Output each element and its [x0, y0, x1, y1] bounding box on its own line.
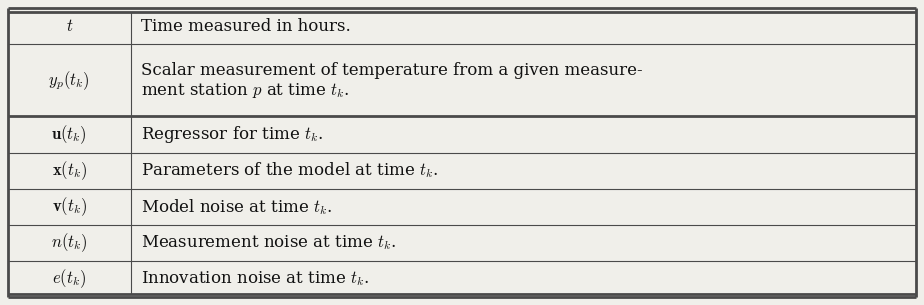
Text: $\mathbf{v}(t_k)$: $\mathbf{v}(t_k)$ [52, 195, 87, 218]
Text: Scalar measurement of temperature from a given measure-: Scalar measurement of temperature from a… [140, 62, 642, 79]
Text: $\mathbf{x}(t_k)$: $\mathbf{x}(t_k)$ [52, 159, 87, 182]
Text: ment station $p$ at time $t_k$.: ment station $p$ at time $t_k$. [140, 81, 349, 99]
Text: $\mathbf{u}(t_k)$: $\mathbf{u}(t_k)$ [52, 123, 87, 146]
Text: $t$: $t$ [66, 18, 73, 34]
Text: Measurement noise at time $t_k$.: Measurement noise at time $t_k$. [140, 233, 396, 252]
Text: Model noise at time $t_k$.: Model noise at time $t_k$. [140, 197, 332, 217]
Text: Innovation noise at time $t_k$.: Innovation noise at time $t_k$. [140, 270, 370, 288]
Text: $n(t_k)$: $n(t_k)$ [51, 231, 88, 254]
Text: Regressor for time $t_k$.: Regressor for time $t_k$. [140, 124, 322, 145]
Text: Time measured in hours.: Time measured in hours. [140, 18, 350, 34]
Text: Parameters of the model at time $t_k$.: Parameters of the model at time $t_k$. [140, 161, 438, 181]
Text: $e(t_k)$: $e(t_k)$ [52, 267, 87, 290]
Text: $y_p(t_k)$: $y_p(t_k)$ [48, 69, 90, 92]
